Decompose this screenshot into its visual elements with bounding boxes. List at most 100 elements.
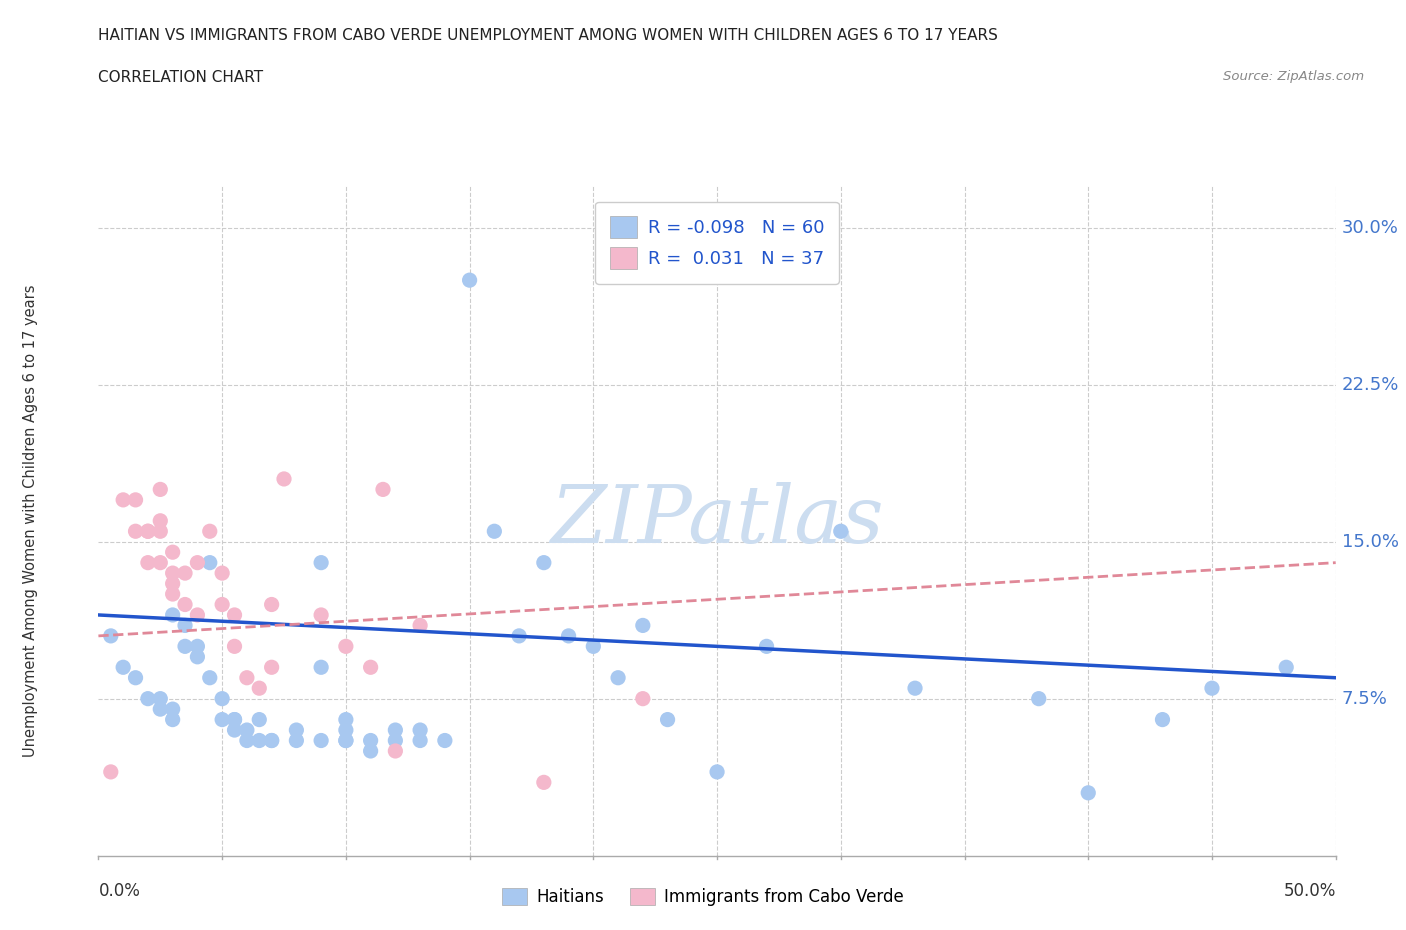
Point — [607, 671, 630, 685]
Point — [260, 733, 283, 748]
Point — [360, 744, 382, 759]
Point — [657, 712, 679, 727]
Text: 0.0%: 0.0% — [98, 883, 141, 900]
Point — [224, 723, 246, 737]
Text: 22.5%: 22.5% — [1341, 376, 1399, 393]
Point — [508, 629, 530, 644]
Point — [224, 712, 246, 727]
Point — [211, 565, 233, 580]
Point — [458, 272, 481, 287]
Point — [174, 565, 197, 580]
Text: 15.0%: 15.0% — [1341, 533, 1399, 551]
Point — [360, 733, 382, 748]
Point — [309, 733, 332, 748]
Point — [582, 639, 605, 654]
Point — [224, 607, 246, 622]
Point — [236, 723, 259, 737]
Point — [1201, 681, 1223, 696]
Point — [247, 733, 270, 748]
Point — [149, 555, 172, 570]
Text: Unemployment Among Women with Children Ages 6 to 17 years: Unemployment Among Women with Children A… — [22, 285, 38, 757]
Point — [830, 524, 852, 538]
Point — [198, 555, 221, 570]
Point — [433, 733, 456, 748]
Point — [260, 733, 283, 748]
Point — [409, 618, 432, 633]
Point — [309, 607, 332, 622]
Point — [409, 723, 432, 737]
Point — [136, 524, 159, 538]
Point — [631, 618, 654, 633]
Point — [1077, 785, 1099, 800]
Point — [136, 691, 159, 706]
Text: 7.5%: 7.5% — [1341, 690, 1388, 708]
Point — [1275, 660, 1298, 675]
Text: ZIPatlas: ZIPatlas — [550, 482, 884, 560]
Point — [174, 597, 197, 612]
Point — [198, 671, 221, 685]
Point — [186, 649, 208, 664]
Point — [149, 524, 172, 538]
Legend: Haitians, Immigrants from Cabo Verde: Haitians, Immigrants from Cabo Verde — [495, 881, 911, 912]
Point — [409, 733, 432, 748]
Point — [335, 733, 357, 748]
Point — [631, 691, 654, 706]
Text: 50.0%: 50.0% — [1284, 883, 1336, 900]
Point — [149, 691, 172, 706]
Point — [100, 629, 122, 644]
Point — [335, 639, 357, 654]
Point — [706, 764, 728, 779]
Point — [136, 524, 159, 538]
Point — [149, 482, 172, 497]
Point — [533, 775, 555, 790]
Point — [211, 712, 233, 727]
Point — [149, 701, 172, 716]
Point — [162, 576, 184, 591]
Point — [186, 555, 208, 570]
Point — [533, 555, 555, 570]
Text: HAITIAN VS IMMIGRANTS FROM CABO VERDE UNEMPLOYMENT AMONG WOMEN WITH CHILDREN AGE: HAITIAN VS IMMIGRANTS FROM CABO VERDE UN… — [98, 28, 998, 43]
Point — [755, 639, 778, 654]
Point — [186, 607, 208, 622]
Point — [384, 733, 406, 748]
Point — [285, 733, 308, 748]
Point — [384, 723, 406, 737]
Point — [149, 513, 172, 528]
Point — [124, 524, 146, 538]
Point — [162, 607, 184, 622]
Point — [904, 681, 927, 696]
Point — [557, 629, 579, 644]
Point — [1152, 712, 1174, 727]
Point — [309, 660, 332, 675]
Point — [371, 482, 394, 497]
Point — [124, 493, 146, 508]
Point — [198, 524, 221, 538]
Point — [335, 712, 357, 727]
Point — [285, 723, 308, 737]
Point — [136, 555, 159, 570]
Point — [1028, 691, 1050, 706]
Point — [162, 587, 184, 602]
Point — [273, 472, 295, 486]
Point — [162, 565, 184, 580]
Point — [100, 764, 122, 779]
Point — [162, 701, 184, 716]
Point — [247, 712, 270, 727]
Point — [112, 493, 135, 508]
Point — [309, 555, 332, 570]
Point — [162, 712, 184, 727]
Point — [174, 618, 197, 633]
Point — [484, 524, 506, 538]
Point — [211, 597, 233, 612]
Point — [186, 639, 208, 654]
Point — [335, 733, 357, 748]
Point — [162, 545, 184, 560]
Point — [124, 671, 146, 685]
Point — [224, 639, 246, 654]
Point — [211, 691, 233, 706]
Text: 30.0%: 30.0% — [1341, 219, 1399, 237]
Point — [360, 660, 382, 675]
Text: CORRELATION CHART: CORRELATION CHART — [98, 70, 263, 85]
Point — [335, 723, 357, 737]
Point — [260, 660, 283, 675]
